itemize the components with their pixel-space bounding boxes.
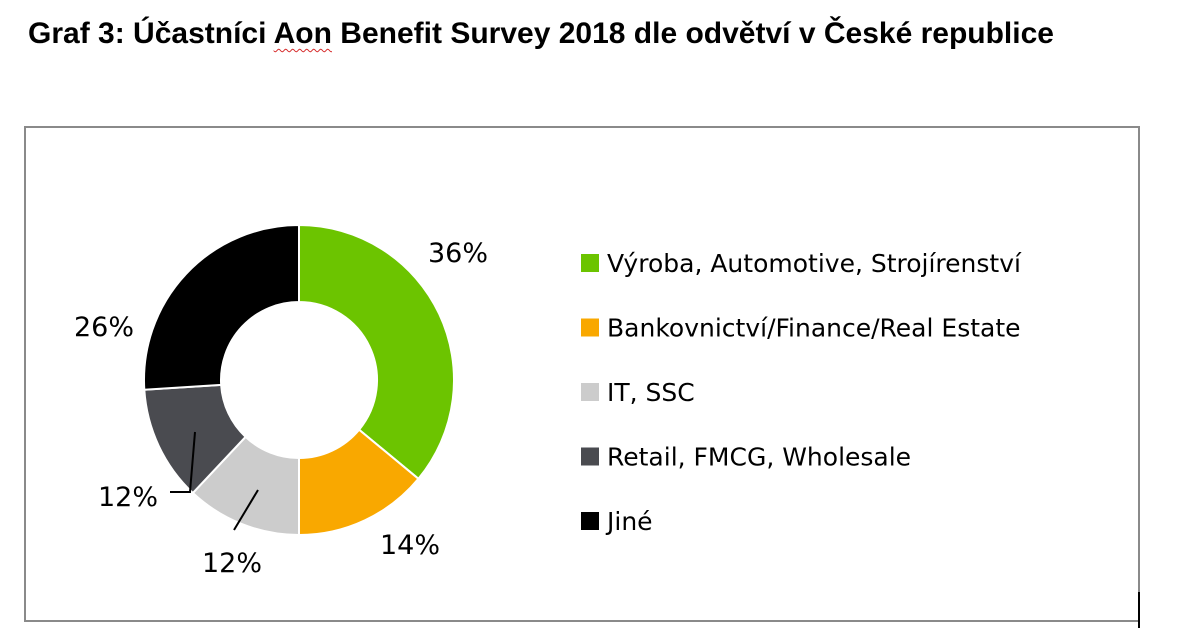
legend-swatch-jine bbox=[581, 512, 599, 530]
label-leader-lines bbox=[170, 431, 259, 531]
slice-vyroba-automotive-strojirenstvi bbox=[298, 223, 455, 481]
chart-title: Graf 3: Účastníci Aon Benefit Survey 201… bbox=[28, 12, 1168, 56]
data-label-bankovnictvi-finance-real-estate: 14% bbox=[380, 530, 440, 561]
data-label-jine: 26% bbox=[74, 312, 134, 343]
title-spellcheck-word: Aon bbox=[273, 17, 332, 50]
legend-label-jine: Jiné bbox=[605, 507, 653, 536]
leader-line-retail-fmcg-wholesale bbox=[170, 431, 196, 493]
data-label-vyroba-automotive-strojirenstvi: 36% bbox=[428, 238, 488, 269]
slice-labels: 36% 14% 12% 12% 26% bbox=[74, 238, 488, 579]
legend-swatch-vyroba-automotive-strojirenstvi bbox=[581, 254, 599, 272]
legend: Výroba, Automotive, Strojírenství Bankovn… bbox=[581, 249, 1022, 536]
legend-label-vyroba-automotive-strojirenstvi: Výroba, Automotive, Strojírenství bbox=[607, 249, 1022, 278]
frame-edge-mark bbox=[1138, 592, 1140, 628]
legend-label-bankovnictvi-finance-real-estate: Bankovnictví/Finance/Real Estate bbox=[607, 314, 1021, 343]
donut-slices bbox=[143, 223, 455, 537]
legend-label-it-ssc: IT, SSC bbox=[607, 378, 695, 407]
title-prefix: Graf 3: Účastníci bbox=[28, 17, 274, 50]
data-label-retail-fmcg-wholesale: 12% bbox=[98, 482, 158, 513]
title-rest: Benefit Survey 2018 dle odvětví v České … bbox=[331, 17, 1054, 50]
data-label-it-ssc: 12% bbox=[202, 548, 262, 579]
legend-swatch-retail-fmcg-wholesale bbox=[581, 447, 599, 466]
slice-jine bbox=[143, 223, 300, 391]
legend-label-retail-fmcg-wholesale: Retail, FMCG, Wholesale bbox=[607, 443, 911, 472]
legend-swatch-bankovnictvi-finance-real-estate bbox=[581, 318, 599, 337]
leader-line-it-ssc bbox=[233, 489, 259, 531]
legend-swatch-it-ssc bbox=[581, 383, 599, 401]
